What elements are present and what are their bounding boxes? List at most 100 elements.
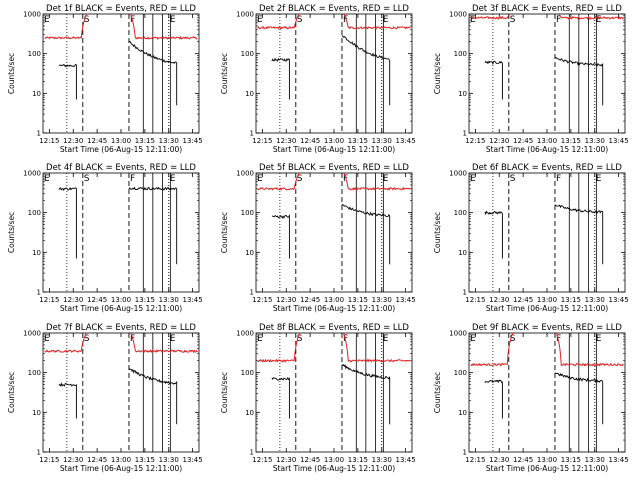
y-axis-label: Counts/sec <box>220 372 229 413</box>
x-tick-label: 12:45 <box>513 137 533 145</box>
x-tick-label: 12:45 <box>300 296 320 304</box>
panel-8: Det 8f BLACK = Events, RED = LLD 1 10 100 10… <box>220 323 416 473</box>
x-tick-label: 12:15 <box>465 296 485 304</box>
x-tick-label: 13:15 <box>348 456 368 464</box>
x-tick-label: 12:45 <box>300 456 320 464</box>
marker-label: S <box>510 15 516 25</box>
x-tick-label: 13:45 <box>183 456 203 464</box>
marker-label: F <box>130 174 135 184</box>
x-tick-label: 13:45 <box>183 296 203 304</box>
panel-title: Det 3f BLACK = Events, RED = LLD <box>472 4 622 14</box>
y-tick-label: 1 <box>250 130 254 138</box>
marker-label: E <box>596 334 602 344</box>
y-tick-label: 100 <box>241 369 254 377</box>
y-tick-label: 1 <box>250 289 254 297</box>
events-series-post <box>554 56 604 106</box>
events-series-post <box>554 372 604 425</box>
plot-frame <box>42 172 200 293</box>
x-tick-label: 13:30 <box>159 137 179 145</box>
x-tick-label: 13:30 <box>372 296 392 304</box>
panel-6: Det 6f BLACK = Events, RED = LLD 1 10 100 10… <box>433 163 629 313</box>
x-tick-label: 12:15 <box>465 456 485 464</box>
y-tick-label: 10 <box>32 90 41 98</box>
marker-label: E <box>44 334 50 344</box>
lld-series-line <box>470 14 624 20</box>
y-tick-label: 1 <box>37 449 41 457</box>
y-tick-label: 100 <box>28 369 41 377</box>
plot-frame <box>468 172 626 293</box>
x-tick-label: 13:30 <box>585 137 605 145</box>
x-tick-label: 13:00 <box>324 296 344 304</box>
panel-title: Det 6f BLACK = Events, RED = LLD <box>472 163 622 173</box>
x-tick-label: 12:45 <box>87 456 107 464</box>
marker-label: S <box>297 15 303 25</box>
x-tick-label: 13:00 <box>324 456 344 464</box>
y-tick-label: 1 <box>463 289 467 297</box>
y-tick-label: 1000 <box>23 11 41 19</box>
y-axis-label: Counts/sec <box>433 372 442 413</box>
plot-frame <box>255 172 413 293</box>
x-tick-label: 12:30 <box>63 137 83 145</box>
x-axis-label: Start Time (06-Aug-15 12:11:00) <box>60 304 182 313</box>
x-tick-label: 12:15 <box>252 296 272 304</box>
panel-7: Det 7f BLACK = Events, RED = LLD 1 10 100 10… <box>7 323 203 473</box>
marker-label: E <box>257 334 263 344</box>
x-tick-label: 13:00 <box>111 456 131 464</box>
y-axis-label: Counts/sec <box>433 53 442 94</box>
panel-title: Det 5f BLACK = Events, RED = LLD <box>259 163 409 173</box>
marker-label: S <box>84 174 90 184</box>
y-tick-label: 1000 <box>236 170 254 178</box>
events-series-pre <box>484 210 503 259</box>
y-tick-label: 100 <box>454 50 467 58</box>
y-tick-label: 1 <box>463 449 467 457</box>
x-tick-label: 13:30 <box>585 296 605 304</box>
marker-label: E <box>470 334 476 344</box>
marker-label: E <box>596 15 602 25</box>
y-tick-label: 10 <box>245 409 254 417</box>
x-tick-label: 12:15 <box>465 137 485 145</box>
lld-series-line <box>257 14 411 30</box>
y-tick-label: 1 <box>37 289 41 297</box>
y-tick-label: 100 <box>241 209 254 217</box>
y-axis-label: Counts/sec <box>220 53 229 94</box>
x-tick-label: 13:45 <box>396 456 416 464</box>
marker-label: E <box>257 15 263 25</box>
y-axis-label: Counts/sec <box>7 372 16 413</box>
x-tick-label: 13:15 <box>135 456 155 464</box>
y-tick-label: 100 <box>454 369 467 377</box>
y-tick-label: 10 <box>245 90 254 98</box>
y-tick-label: 1000 <box>23 170 41 178</box>
x-tick-label: 12:30 <box>489 296 509 304</box>
x-tick-label: 12:30 <box>489 137 509 145</box>
plot-frame <box>42 13 200 134</box>
x-tick-label: 13:30 <box>372 137 392 145</box>
y-tick-label: 10 <box>458 249 467 257</box>
x-axis-label: Start Time (06-Aug-15 12:11:00) <box>486 464 608 473</box>
events-series-post <box>554 204 604 265</box>
panel-9: Det 9f BLACK = Events, RED = LLD 1 10 100 10… <box>433 323 629 473</box>
x-axis-label: Start Time (06-Aug-15 12:11:00) <box>273 304 395 313</box>
x-tick-label: 12:30 <box>276 456 296 464</box>
x-tick-label: 12:45 <box>87 296 107 304</box>
events-series-pre <box>484 379 503 419</box>
panel-title: Det 9f BLACK = Events, RED = LLD <box>472 323 622 333</box>
marker-label: F <box>556 15 561 25</box>
x-tick-label: 13:45 <box>396 137 416 145</box>
x-tick-label: 12:30 <box>63 296 83 304</box>
events-series-post <box>128 41 178 106</box>
panel-1: Det 1f BLACK = Events, RED = LLD 1 10 100 10… <box>7 4 203 154</box>
y-tick-label: 10 <box>32 249 41 257</box>
x-tick-label: 13:45 <box>609 296 629 304</box>
y-tick-label: 100 <box>28 209 41 217</box>
y-tick-label: 1 <box>463 130 467 138</box>
y-tick-label: 1 <box>37 130 41 138</box>
lld-series-line <box>257 173 411 191</box>
lld-series-line <box>470 333 624 367</box>
marker-label: E <box>257 174 263 184</box>
x-tick-label: 13:00 <box>111 137 131 145</box>
x-tick-label: 13:15 <box>348 296 368 304</box>
x-tick-label: 12:15 <box>252 137 272 145</box>
panel-2: Det 2f BLACK = Events, RED = LLD 1 10 100 10… <box>220 4 416 154</box>
x-tick-label: 13:15 <box>561 456 581 464</box>
x-axis-label: Start Time (06-Aug-15 12:11:00) <box>486 304 608 313</box>
